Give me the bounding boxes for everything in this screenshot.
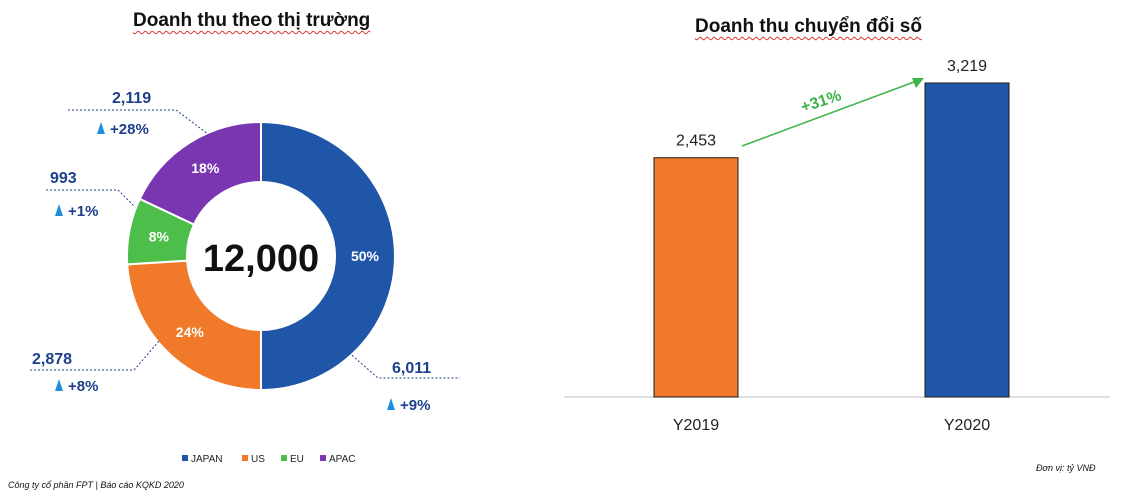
callout-growth-label: +9% — [400, 397, 430, 414]
legend-label-japan: JAPAN — [191, 454, 223, 465]
growth-up-icon — [97, 122, 105, 134]
slice-percent-label: 8% — [149, 229, 170, 245]
unit-note: Đơn vị: tỷ VNĐ — [1036, 463, 1096, 473]
slice-percent-label: 24% — [176, 324, 205, 340]
donut-center-total: 12,000 — [203, 238, 319, 280]
growth-arrow — [741, 81, 915, 147]
legend-label-us: US — [251, 454, 265, 465]
callout-leader-line — [30, 339, 161, 371]
callout-growth-label: +1% — [68, 203, 98, 220]
growth-percent-label: +31% — [799, 87, 844, 116]
growth-up-icon — [55, 204, 63, 216]
donut-slice-us — [126, 259, 262, 392]
legend-swatch-apac — [320, 455, 326, 461]
bar-y2019 — [653, 157, 739, 398]
bar-chart-title: Doanh thu chuyển đổi số — [695, 16, 922, 37]
donut-chart-title: Doanh thu theo thị trường — [133, 10, 371, 31]
slice-percent-label: 18% — [191, 160, 220, 176]
legend-swatch-us — [242, 455, 248, 461]
bar-category-label: Y2019 — [673, 417, 719, 434]
growth-arrow-head — [912, 78, 924, 88]
callout-leader-line — [345, 349, 460, 379]
callout-value-label: 6,011 — [392, 360, 431, 377]
callout-leader-line — [46, 189, 136, 208]
donut-slice-apac — [138, 120, 262, 226]
legend-label-apac: APAC — [329, 454, 356, 465]
bar-value-label: 2,453 — [676, 133, 716, 150]
donut-slice-japan — [260, 120, 396, 392]
bar-y2020 — [924, 82, 1010, 398]
callout-leader-line — [68, 109, 209, 135]
growth-up-icon — [55, 379, 63, 391]
callout-value-label: 2,878 — [32, 351, 72, 368]
legend-swatch-japan — [182, 455, 188, 461]
growth-up-icon — [387, 398, 395, 410]
legend-label-eu: EU — [290, 454, 304, 465]
bar-category-label: Y2020 — [944, 417, 990, 434]
callout-value-label: 2,119 — [112, 90, 151, 107]
legend-swatch-eu — [281, 455, 287, 461]
callout-value-label: 993 — [50, 170, 77, 187]
footer-source: Công ty cổ phần FPT | Báo cáo KQKD 2020 — [8, 480, 184, 490]
callout-growth-label: +8% — [68, 378, 98, 395]
bar-value-label: 3,219 — [947, 58, 987, 75]
callout-growth-label: +28% — [110, 121, 149, 138]
slice-percent-label: 50% — [351, 248, 380, 264]
